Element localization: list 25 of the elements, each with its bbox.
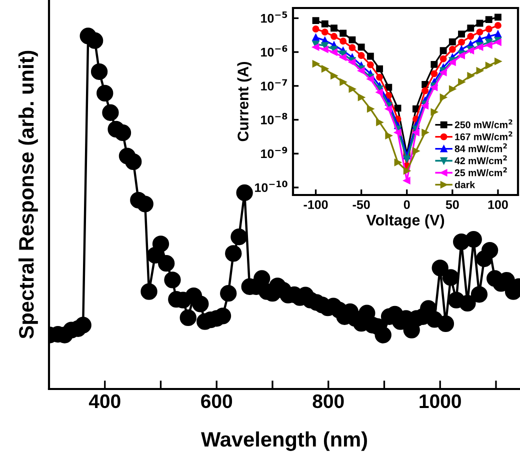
x-tick-label: 100 (488, 200, 508, 210)
legend-label: 84 mW/cm$^{2}$ (454, 143, 507, 152)
legend-label: 42 mW/cm$^{2}$ (454, 155, 507, 164)
x-tick-label: -100 (304, 200, 328, 210)
y-tick-label: 10$^{−7}$ (261, 79, 288, 90)
y-tick-label: 10$^{−6}$ (261, 45, 288, 57)
legend-label: dark (454, 181, 476, 188)
legend-label: 167 mW/cm$^{2}$ (455, 131, 512, 140)
x-axis-title: Voltage (V) (366, 214, 444, 229)
y-tick-label: 10$^{−5}$ (261, 11, 288, 23)
x-tick-label: 50 (446, 200, 459, 210)
y-tick-label: 10$^{−10}$ (255, 180, 288, 192)
y-tick-label: 10$^{−9}$ (261, 146, 288, 158)
y-axis-title: Spectral Response (arb. unit) (18, 50, 38, 339)
x-tick-label: 400 (88, 394, 120, 408)
y-axis-title: Current (A) (237, 62, 252, 142)
x-tick-label: 800 (312, 394, 344, 408)
x-tick-label: 0 (404, 200, 410, 210)
x-tick-label: 1000 (420, 394, 461, 408)
legend-label: 25 mW/cm$^{2}$ (454, 167, 507, 176)
x-tick-label: -50 (352, 200, 370, 210)
y-tick-label: 10$^{−8}$ (261, 112, 288, 124)
x-tick-label: 600 (201, 394, 232, 408)
x-axis-title: Wavelength (nm) (201, 431, 367, 451)
legend-label: 250 mW/cm$^{2}$ (454, 119, 512, 128)
